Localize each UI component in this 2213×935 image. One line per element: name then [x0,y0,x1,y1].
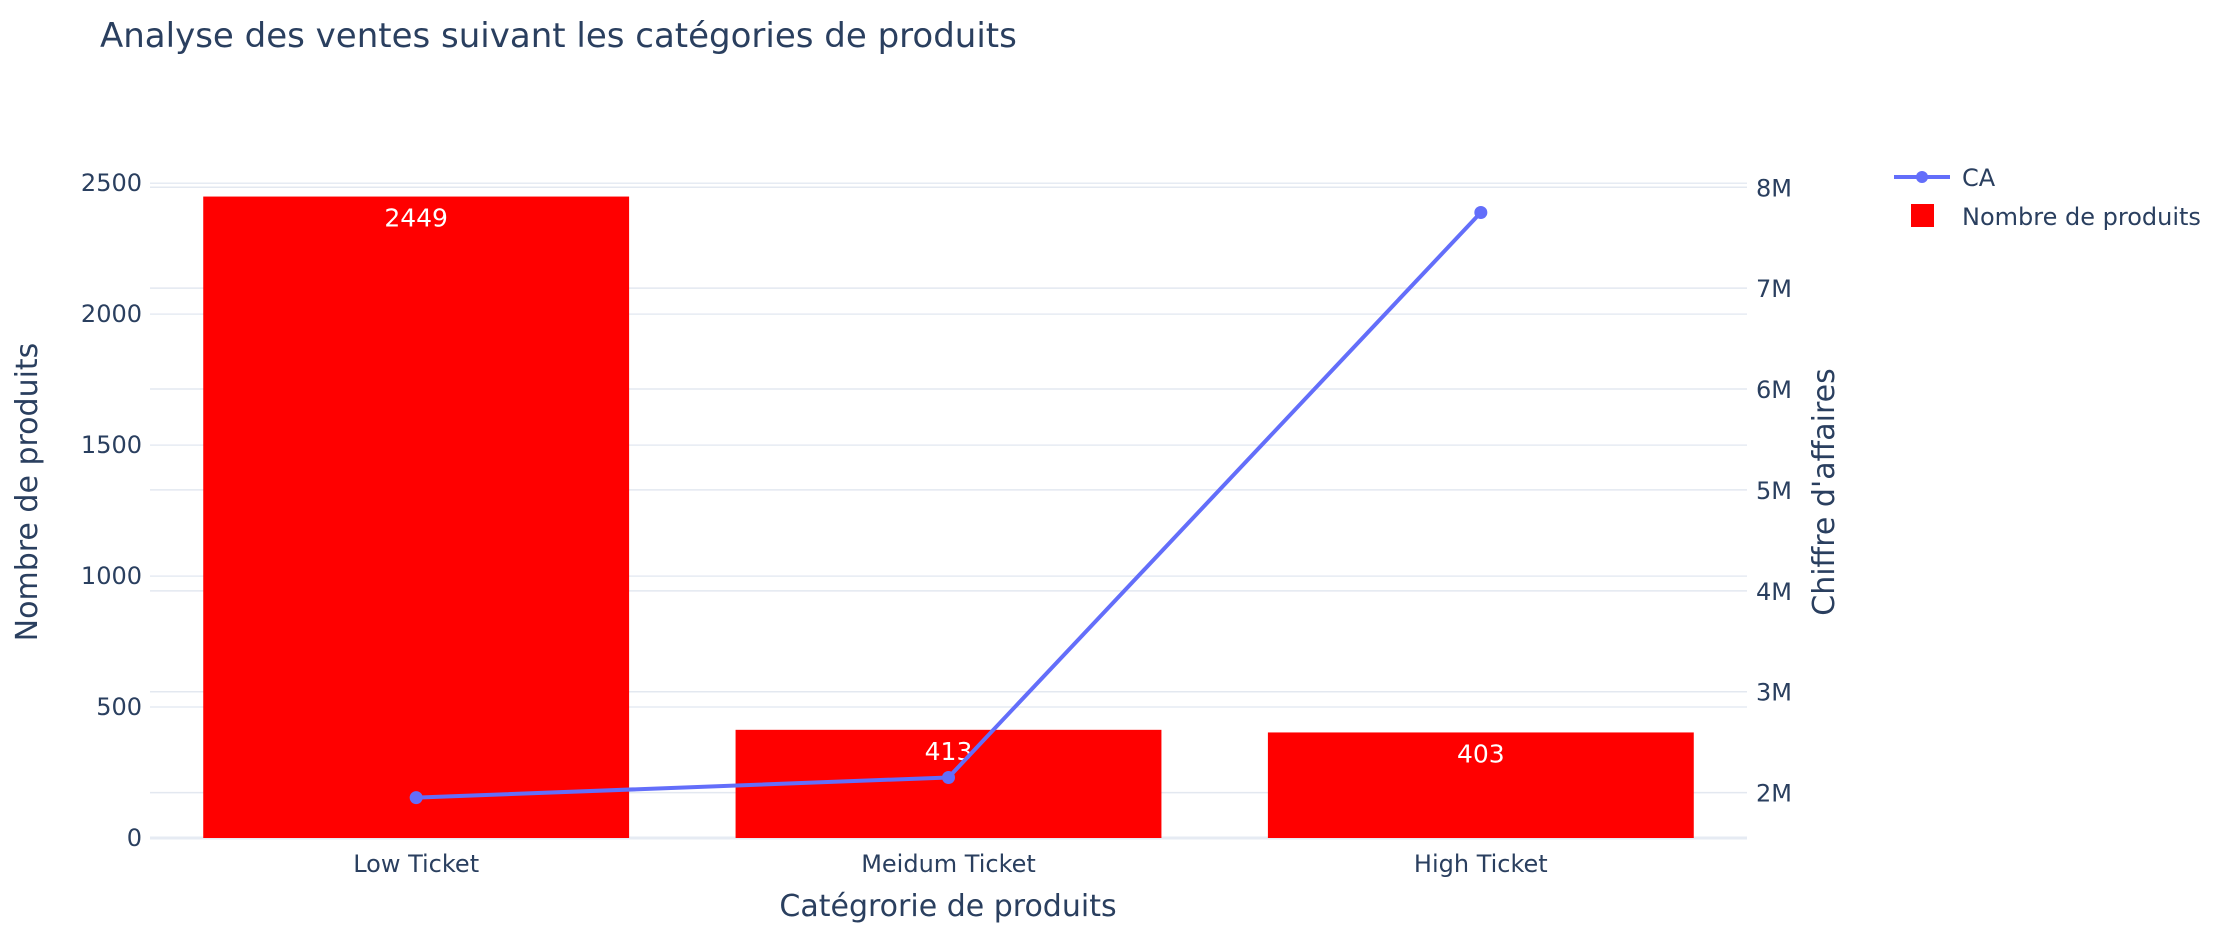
y-tick-label: 2000 [81,300,142,328]
ca-point [942,770,955,784]
y2-tick-label: 4M [1756,578,1792,606]
bar-data-label: 2449 [384,204,448,233]
bar [203,196,630,838]
bars [203,196,1694,838]
legend-item-nombre-de-produits[interactable]: Nombre de produits [1911,203,2201,231]
y-tick-label: 1000 [81,562,142,590]
legend-label-ca: CA [1962,164,1996,192]
y2-tick-label: 3M [1756,679,1792,707]
x-tick-label: High Ticket [1414,850,1548,878]
axes: 0 500 1000 1500 2000 2500 2M 3M 4M 5M 6M 7M 8M Low Ti… [81,169,1792,878]
y-tick-label: 500 [96,693,142,721]
y2-tick-label: 7M [1756,275,1792,303]
ca-line [409,205,1488,805]
y2-tick-label: 2M [1756,780,1792,808]
legend[interactable]: CA Nombre de produits [1894,164,2201,231]
x-tick-label: Meidum Ticket [861,850,1036,878]
ca-point [1474,205,1488,219]
legend-bar-swatch [1911,204,1934,227]
y-tick-label: 1500 [81,431,142,459]
y2-tick-label: 5M [1756,477,1792,505]
chart-title: Analyse des ventes suivant les catégorie… [100,16,1017,56]
ca-point [409,791,423,805]
y-tick-label: 2500 [81,169,142,197]
bar-data-label: 403 [1457,739,1505,768]
y-tick-label: 0 [127,824,142,852]
y2-axis-title: Chiffre d'affaires [1807,368,1842,615]
legend-label-nombre-de-produits: Nombre de produits [1962,203,2201,231]
y-axis-title: Nombre de produits [10,343,45,642]
x-axis-title: Catégrorie de produits [779,889,1116,924]
bar [1267,732,1694,838]
legend-marker-swatch [1916,171,1928,183]
y2-tick-label: 8M [1756,174,1792,202]
legend-item-ca[interactable]: CA [1894,164,1996,192]
x-tick-label: Low Ticket [353,850,479,878]
y2-tick-label: 6M [1756,376,1792,404]
